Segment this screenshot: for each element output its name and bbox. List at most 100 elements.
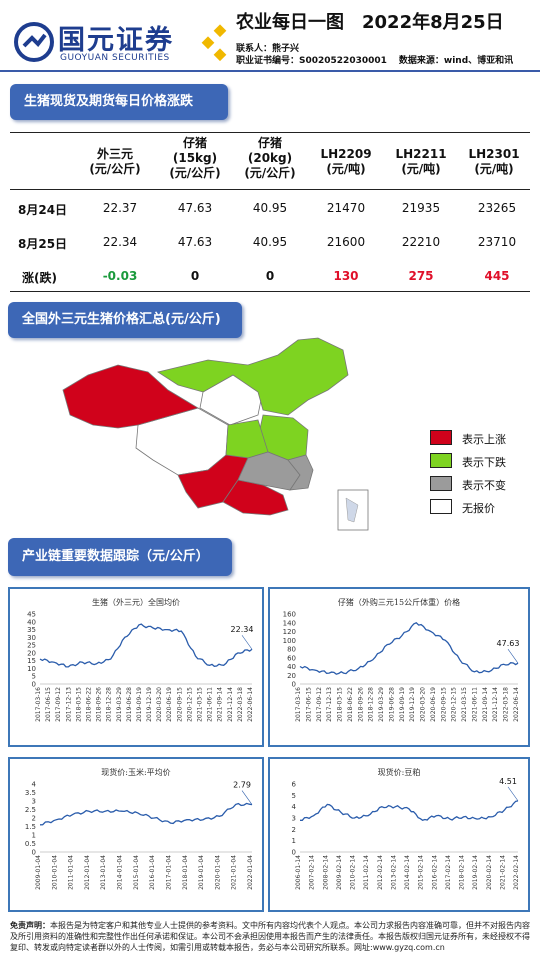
chart-title: 生猪（外三元）全国均价	[92, 598, 180, 607]
x-tick-label: 2016-01-04	[149, 855, 156, 890]
y-tick-label: 0	[292, 681, 296, 689]
x-tick-label: 2019-09-19	[399, 687, 406, 722]
cert-number: 职业证书编号：S0020522030001	[236, 56, 387, 66]
last-value-leader	[507, 786, 519, 802]
x-tick-label: 2018-06-22	[85, 687, 92, 722]
y-tick-label: 4	[292, 803, 297, 811]
legend-swatch-none	[430, 499, 452, 514]
table-cell: 40.95	[252, 201, 288, 215]
chart-piglet-price: 仔猪（外购三元15公斤体重）价格 160 140 120 100 80 60 40 20 0 20…	[268, 587, 530, 747]
x-tick-label: 2018-12-28	[368, 687, 375, 722]
x-tick-label: 2009-01-04	[35, 855, 42, 890]
x-tick-label: 2017-12-13	[326, 687, 333, 722]
table-cell: 22.37	[102, 201, 138, 215]
series-line	[300, 800, 519, 822]
y-tick-label: 3.5	[25, 789, 36, 797]
section-title-price-table: 生猪现货及期货每日价格涨跌	[10, 84, 228, 120]
logo-subtext: GUOYUAN SECURITIES	[60, 53, 170, 63]
table-cell: 23265	[477, 201, 517, 215]
y-tick-label: 120	[283, 628, 296, 636]
y-tick-label: 2	[292, 826, 296, 834]
x-tick-label: 2021-12-14	[227, 687, 234, 722]
table-cell: 21470	[326, 201, 366, 215]
x-tick-label: 2021-03-15	[461, 687, 468, 722]
series-line	[39, 623, 253, 668]
x-tick-label: 2021-06-11	[471, 687, 478, 722]
x-tick-label: 2019-06-28	[126, 687, 133, 722]
x-tick-label: 2009-02-14	[336, 855, 343, 890]
section-title-map: 全国外三元生猪价格汇总(元/公斤)	[8, 302, 242, 338]
table-rule-bottom	[10, 291, 530, 292]
y-tick-label: 5	[292, 792, 296, 800]
x-tick-label: 2021-12-14	[492, 687, 499, 722]
x-tick-label: 2019-12-19	[409, 687, 416, 722]
last-value-label: 2.79	[233, 781, 251, 790]
x-tick-label: 2011-02-14	[363, 855, 370, 890]
last-value-leader	[507, 648, 519, 664]
x-tick-label: 2016-02-14	[431, 855, 438, 890]
x-tick-label: 2019-02-14	[472, 855, 479, 890]
x-tick-label: 2018-12-28	[106, 687, 113, 722]
x-tick-label: 2021-06-11	[207, 687, 214, 722]
y-tick-label: 5	[32, 673, 36, 681]
x-tick-label: 2021-09-14	[482, 687, 489, 722]
contact-person: 联系人：熊子兴	[236, 44, 300, 54]
x-tick-label: 2013-02-14	[390, 855, 397, 890]
x-tick-label: 2012-01-04	[84, 855, 91, 890]
last-value-label: 22.34	[231, 625, 254, 634]
x-tick-label: 2020-12-15	[186, 687, 193, 722]
y-tick-label: 30	[27, 634, 36, 642]
y-tick-label: 0	[32, 849, 36, 857]
x-tick-label: 2019-09-19	[136, 687, 143, 722]
x-tick-label: 2017-03-16	[35, 687, 42, 722]
y-tick-label: 40	[287, 663, 296, 671]
y-tick-label: 6	[292, 781, 297, 789]
chart-title: 现货价:玉米:平均价	[101, 768, 171, 777]
x-tick-label: 2020-02-14	[486, 855, 493, 890]
table-cell: 22.34	[102, 235, 138, 249]
x-tick-label: 2014-01-04	[117, 855, 124, 890]
row-label-aug24: 8月24日	[18, 203, 68, 217]
x-tick-label: 2020-06-19	[430, 687, 437, 722]
x-tick-label: 2018-03-15	[337, 687, 344, 722]
cert-line: 职业证书编号：S0020522030001 数据来源：wind、博亚和讯	[236, 53, 513, 66]
x-tick-label: 2017-03-16	[295, 687, 302, 722]
x-tick-label: 2008-02-14	[322, 855, 329, 890]
change-value-up: 275	[408, 269, 434, 283]
col-header-piglet-20kg: 仔猪 (20kg) (元/公斤)	[244, 136, 296, 180]
x-tick-label: 2013-01-04	[100, 855, 107, 890]
x-tick-label: 2019-03-29	[116, 687, 123, 722]
report-title: 农业每日一图 2022年8月25日	[236, 12, 504, 33]
change-value-up: 445	[484, 269, 510, 283]
table-cell: 47.63	[177, 235, 213, 249]
x-tick-label: 2021-01-04	[231, 855, 238, 890]
y-tick-label: 15	[27, 657, 36, 665]
change-value-flat: 0	[265, 269, 275, 283]
china-price-map	[62, 337, 369, 531]
legend-label-flat: 表示不变	[462, 479, 506, 492]
x-tick-label: 2018-01-04	[182, 855, 189, 890]
x-tick-label: 2020-03-20	[420, 687, 427, 722]
col-header-outer-three: 外三元 (元/公斤)	[89, 147, 141, 176]
table-cell: 21935	[401, 201, 441, 215]
x-tick-label: 2022-01-04	[247, 855, 254, 890]
legend-swatch-up	[430, 430, 452, 445]
last-value-leader	[241, 790, 253, 805]
y-tick-label: 1	[32, 832, 36, 840]
x-tick-label: 2020-03-20	[156, 687, 163, 722]
header-divider	[0, 70, 540, 72]
x-tick-label: 2019-01-04	[198, 855, 205, 890]
x-tick-label: 2012-02-14	[377, 855, 384, 890]
data-source: 数据来源：wind、博亚和讯	[398, 56, 514, 66]
x-tick-label: 2010-02-14	[350, 855, 357, 890]
y-tick-label: 25	[27, 642, 36, 650]
x-tick-label: 2022-06-14	[247, 687, 254, 722]
y-tick-label: 80	[287, 646, 296, 654]
y-tick-label: 4	[32, 781, 37, 789]
disclaimer-label: 免责声明：	[10, 921, 50, 930]
x-tick-label: 2017-02-14	[445, 855, 452, 890]
y-tick-label: 35	[27, 626, 36, 634]
col-header-lh2301: LH2301 (元/吨)	[468, 147, 520, 176]
